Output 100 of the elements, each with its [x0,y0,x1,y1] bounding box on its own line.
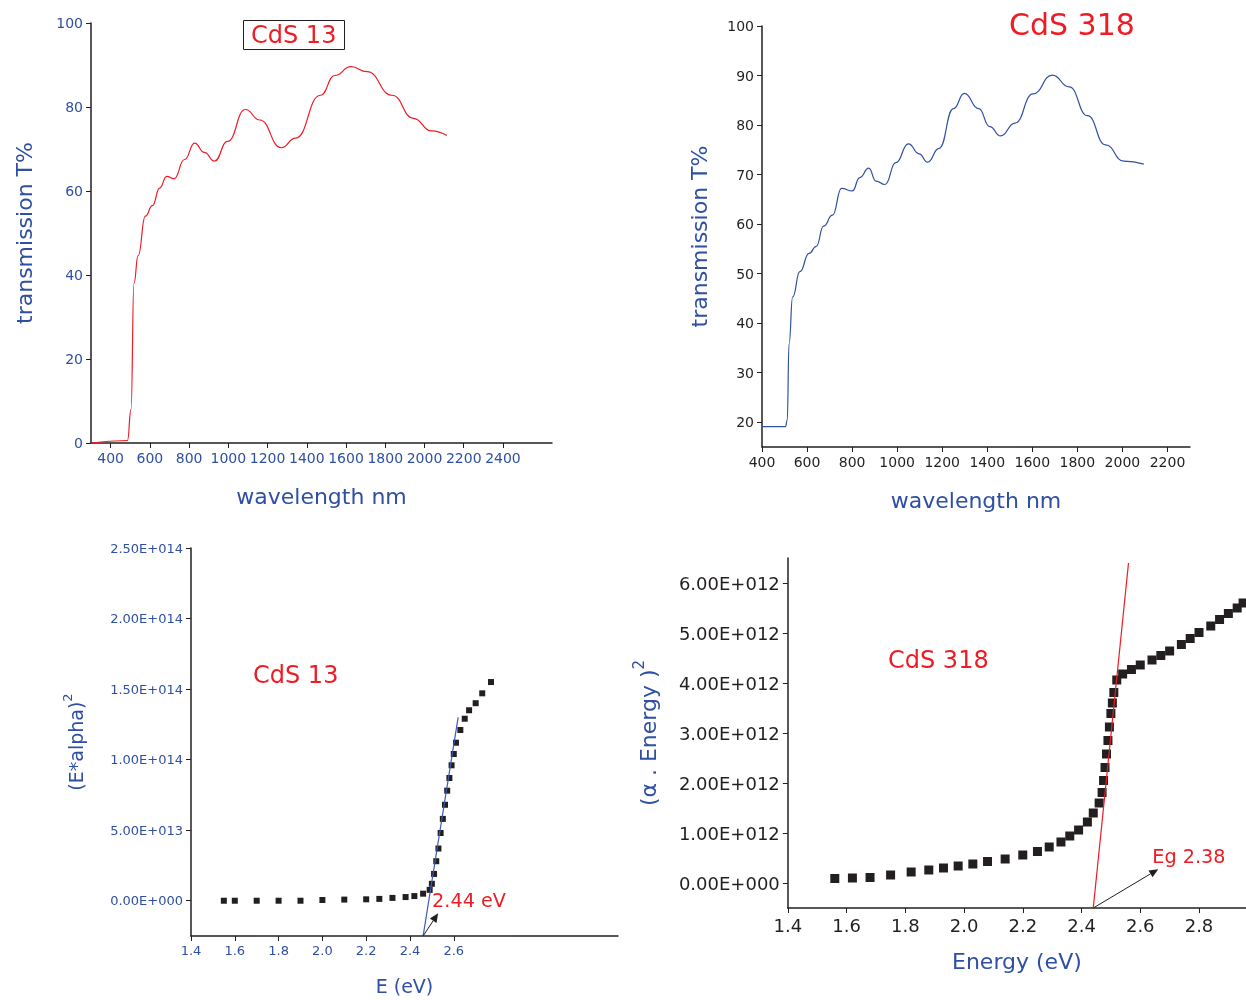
point [1165,646,1175,656]
x-tick-label: 1200 [924,454,961,470]
y-tick-label: 1.00E+014 [110,752,183,768]
chart-title: CdS 13 [251,21,337,49]
point [231,897,238,904]
point [411,893,418,900]
y-tick-label: 2.00E+012 [678,772,780,794]
x-tick-label: 2200 [445,450,482,466]
point [886,870,896,880]
x-tick-label: 1400 [288,450,325,466]
y-tick-label: 40 [736,315,754,332]
point [1147,655,1157,665]
y-tick-label: 0.00E+000 [110,893,183,909]
point [253,897,260,904]
x-tick-label: 800 [175,450,203,466]
point [319,897,326,904]
point [983,857,993,866]
point [472,700,479,707]
point [1126,665,1136,674]
x-axis-title: Energy (eV) [952,948,1082,974]
y-tick-label: 5.00E+012 [678,622,780,644]
y-tick-label: 2.00E+014 [110,611,183,627]
x-tick-label: 1400 [969,454,1006,470]
y-tick-label: 3.00E+012 [678,722,780,744]
y-tick-label: 100 [56,15,83,31]
point [830,874,840,883]
text: CdS 318 [888,646,989,674]
y-axis-title: (α . Energy )2 [629,659,661,807]
y-tick-label: 60 [736,216,754,233]
x-tick-label: 2.4 [1067,914,1096,936]
point [1088,808,1098,818]
point [461,715,468,722]
point [341,896,348,903]
y-tick-label: 4.00E+012 [678,672,780,694]
line-series [90,66,448,444]
point [1223,609,1233,618]
x-tick-label: 2.2 [1008,914,1038,936]
point [1065,831,1075,841]
point [1185,634,1195,643]
x-tick-label: 1800 [1059,454,1096,470]
point [1176,640,1186,649]
x-tick-label: 2.2 [355,943,377,958]
y-tick-label: 20 [65,351,83,367]
point [420,890,427,897]
point [1044,842,1054,852]
y-tick-label: 1.00E+012 [678,822,780,844]
x-tick-label: 800 [838,454,866,470]
x-tick-label: 2.0 [312,943,333,958]
x-tick-label: 400 [748,454,776,470]
point [1156,651,1166,660]
text: CdS 13 [253,661,339,689]
point [297,897,304,904]
y-tick-label: 5.00E+013 [110,822,183,838]
x-tick-label: 2000 [406,450,443,466]
point [1094,798,1104,808]
y-axis-title: transmission T% [11,142,37,324]
x-tick-label: 1600 [1014,454,1051,470]
y-tick-label: 80 [65,99,83,115]
chart-title: CdS 318 [1009,6,1135,42]
point [906,867,916,877]
point [479,690,486,697]
x-tick-label: 1.8 [890,914,920,936]
y-tick-label: 1.50E+014 [110,681,183,697]
x-axis-title: E (eV) [375,974,434,997]
x-tick-label: 1000 [210,450,247,466]
point [847,873,857,883]
point [1000,854,1010,864]
point [1238,598,1246,608]
point [1056,837,1066,847]
point [376,895,383,902]
point [1074,825,1084,835]
x-tick-label: 1.8 [268,943,289,958]
y-tick-label: 80 [736,117,754,134]
point [457,727,464,734]
x-tick-label: 2200 [1149,454,1186,470]
y-tick-label: 70 [736,166,754,183]
point [275,897,282,904]
x-tick-label: 2400 [485,450,521,466]
x-tick-label: 1600 [328,450,364,466]
y-tick-label: 0 [74,435,83,451]
point [865,873,875,882]
point [1018,850,1028,860]
y-tick-label: 20 [736,414,754,431]
point [363,896,370,903]
x-tick-label: 2.0 [949,914,979,936]
annotation: 2.44 eV [432,888,506,912]
y-tick-label: 100 [727,18,754,34]
point [466,707,473,714]
y-tick-label: 30 [736,364,754,381]
y-tick-label: 90 [736,67,754,84]
x-tick-label: 2.4 [399,943,421,958]
point [1135,660,1145,670]
x-tick-label: 600 [136,450,164,466]
x-tick-label: 1.6 [224,943,246,958]
y-tick-label: 40 [65,267,83,283]
y-tick-label: 2.50E+014 [110,540,183,556]
point [389,894,396,901]
point [938,863,948,873]
y-tick-label: 6.00E+012 [678,572,780,594]
x-axis-title: wavelength nm [890,487,1062,513]
